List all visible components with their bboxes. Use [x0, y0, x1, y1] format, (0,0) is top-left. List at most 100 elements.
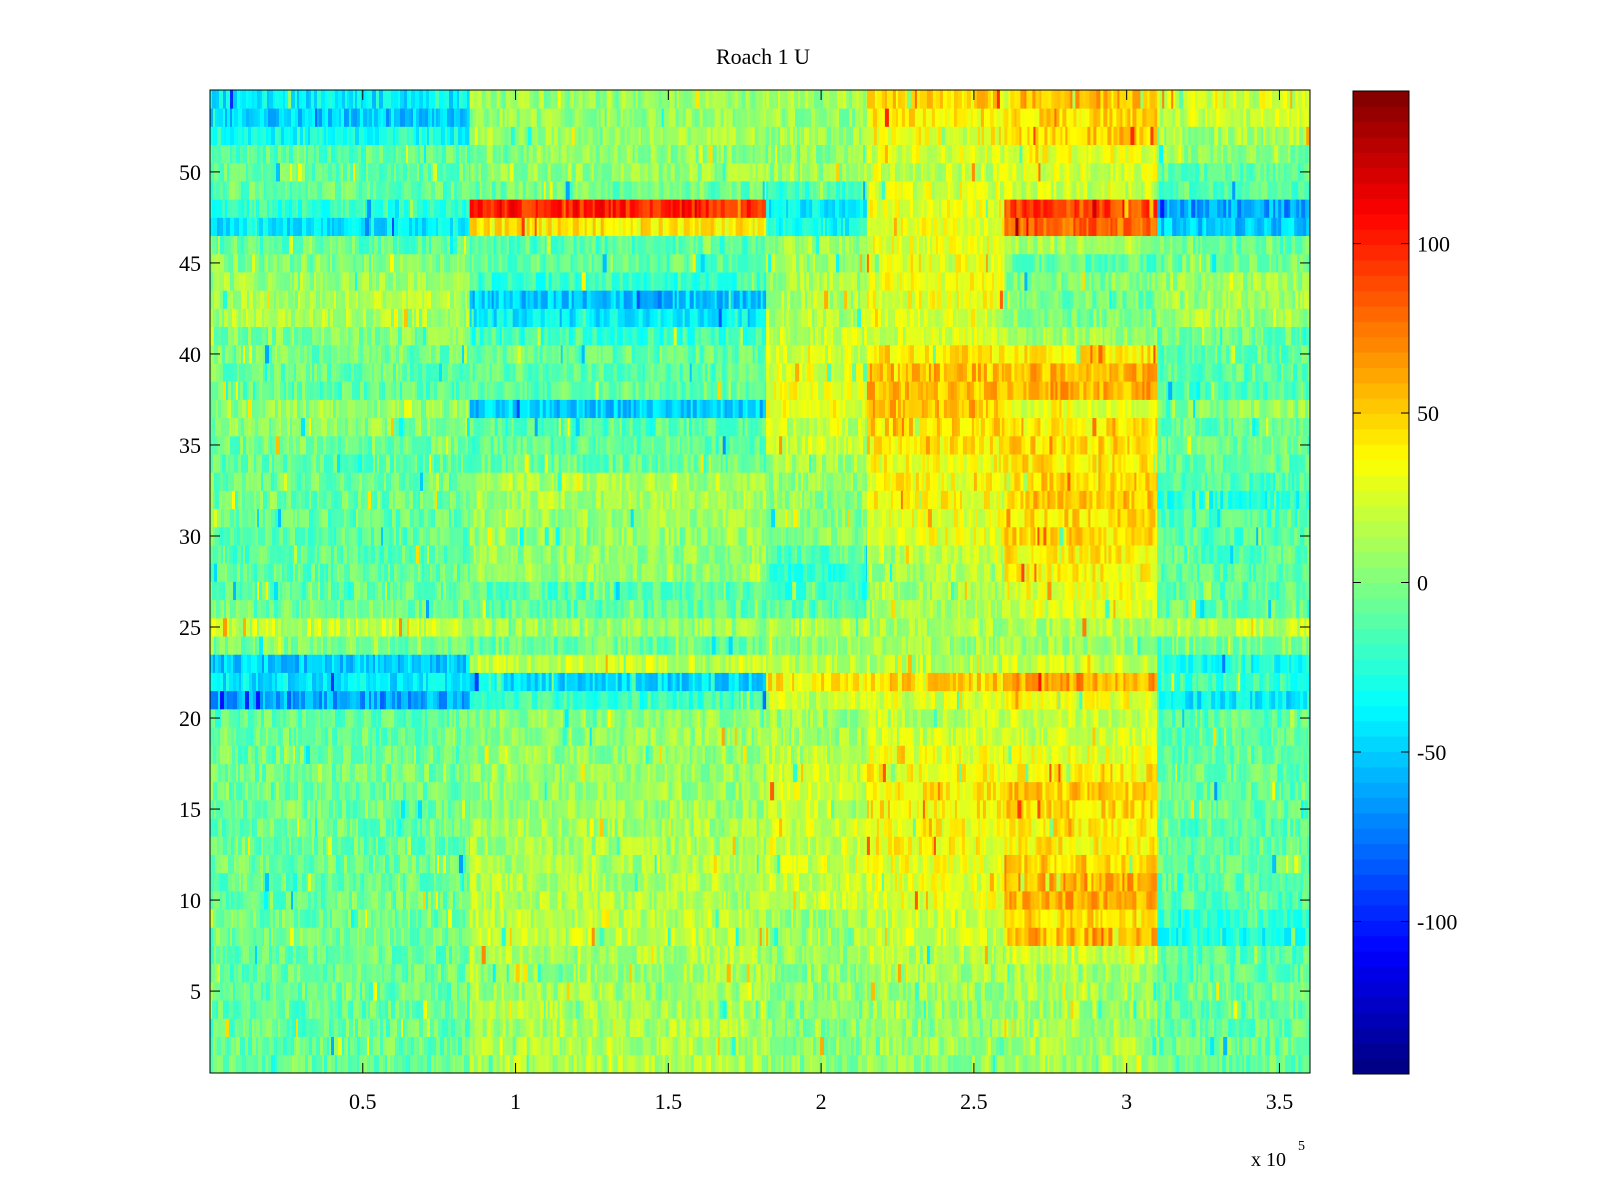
heatmap-cell	[434, 963, 439, 983]
heatmap-cell	[491, 872, 496, 892]
heatmap-cell	[235, 872, 240, 892]
heatmap-cell	[528, 872, 533, 892]
heatmap-cell	[311, 890, 315, 910]
heatmap-cell	[731, 981, 737, 1001]
heatmap-cell	[776, 890, 781, 910]
heatmap-cell	[531, 945, 537, 965]
heatmap-cell	[787, 945, 791, 965]
heatmap-cell	[1212, 981, 1217, 1001]
heatmap-cell	[919, 890, 924, 910]
heatmap-cell	[737, 818, 743, 837]
heatmap-cell	[1250, 872, 1255, 892]
heatmap-cell	[1161, 1054, 1166, 1074]
heatmap-cell	[532, 1036, 538, 1056]
heatmap-cell	[391, 1000, 396, 1019]
heatmap-cell	[240, 1036, 244, 1056]
heatmap-cell	[608, 1054, 613, 1074]
heatmap-cell	[344, 1054, 349, 1074]
heatmap-cell	[1161, 927, 1166, 946]
heatmap-cell	[316, 1036, 321, 1056]
heatmap-cell	[812, 854, 817, 874]
heatmap-cell	[585, 981, 591, 1001]
heatmap-cell	[589, 818, 595, 837]
heatmap-cell	[1052, 1018, 1057, 1037]
heatmap-cell	[464, 945, 469, 965]
heatmap-cell	[210, 927, 214, 946]
heatmap-cell	[864, 927, 868, 946]
heatmap-cell	[605, 890, 611, 910]
heatmap-cell	[1171, 1054, 1175, 1074]
heatmap-cell	[331, 1018, 335, 1037]
heatmap-cell	[1210, 1054, 1215, 1074]
heatmap-cell	[568, 927, 573, 946]
heatmap-cell	[623, 927, 629, 946]
heatmap-cell	[800, 854, 805, 874]
heatmap-cell	[747, 854, 752, 874]
heatmap-cell	[354, 909, 359, 928]
heatmap-cell	[615, 981, 621, 1001]
heatmap-cell	[1153, 927, 1157, 946]
heatmap-cell	[1024, 927, 1029, 946]
heatmap-cell	[724, 1018, 729, 1037]
heatmap-cell	[710, 890, 715, 910]
heatmap-cell	[843, 945, 848, 965]
heatmap-cell	[632, 1018, 638, 1037]
heatmap-cell	[800, 818, 804, 837]
heatmap-cell	[814, 963, 819, 983]
heatmap-cell	[1093, 854, 1098, 874]
heatmap-cell	[555, 909, 561, 928]
heatmap-cell	[427, 1054, 432, 1074]
heatmap-cell	[280, 1018, 284, 1037]
heatmap-cell	[929, 890, 935, 910]
heatmap-cell	[350, 927, 355, 946]
heatmap-cell	[780, 836, 784, 855]
heatmap-cell	[229, 945, 233, 965]
heatmap-cell	[422, 963, 426, 983]
heatmap-cell	[1206, 1000, 1210, 1019]
heatmap-cell	[665, 1036, 670, 1056]
heatmap-cell	[1010, 909, 1015, 928]
heatmap-cell	[951, 1018, 957, 1037]
heatmap-cell	[644, 1054, 650, 1074]
heatmap-cell	[1231, 981, 1235, 1001]
heatmap-cell	[551, 872, 556, 892]
heatmap-cell	[402, 1054, 407, 1074]
heatmap-cell	[921, 909, 927, 928]
heatmap-cell	[289, 1000, 293, 1019]
heatmap-cell	[833, 945, 838, 965]
heatmap-cell	[1298, 854, 1302, 874]
heatmap-cell	[1204, 1054, 1208, 1074]
heatmap-cell	[987, 1036, 992, 1056]
heatmap-cell	[508, 818, 513, 837]
heatmap-cell	[290, 927, 295, 946]
heatmap-cell	[887, 909, 893, 928]
heatmap-cell	[246, 909, 251, 928]
heatmap-cell	[400, 836, 404, 855]
heatmap-cell	[609, 872, 615, 892]
heatmap-cell	[1006, 909, 1011, 928]
heatmap-cell	[411, 836, 416, 855]
heatmap-cell	[1201, 1000, 1205, 1019]
heatmap-cell	[602, 872, 607, 892]
heatmap-cell	[1157, 981, 1161, 1001]
heatmap-cell	[1138, 945, 1142, 965]
heatmap-cell	[887, 1018, 893, 1037]
heatmap-cell	[675, 818, 680, 837]
heatmap-cell	[1108, 927, 1113, 946]
heatmap-cell	[1192, 1036, 1197, 1056]
heatmap-cell	[408, 1018, 412, 1037]
heatmap-cell	[1098, 981, 1102, 1001]
heatmap-cell	[395, 1036, 400, 1056]
heatmap-cell	[392, 872, 396, 892]
heatmap-cell	[1283, 909, 1288, 928]
heatmap-cell	[963, 872, 969, 892]
heatmap-cell	[1229, 836, 1234, 855]
heatmap-cell	[753, 890, 759, 910]
heatmap-cell	[820, 1036, 825, 1056]
heatmap-cell	[778, 1018, 783, 1037]
heatmap-cell	[297, 872, 301, 892]
heatmap-cell	[436, 872, 440, 892]
heatmap-cell	[1140, 872, 1145, 892]
heatmap-cell	[331, 1054, 336, 1074]
heatmap-cell	[601, 909, 607, 928]
